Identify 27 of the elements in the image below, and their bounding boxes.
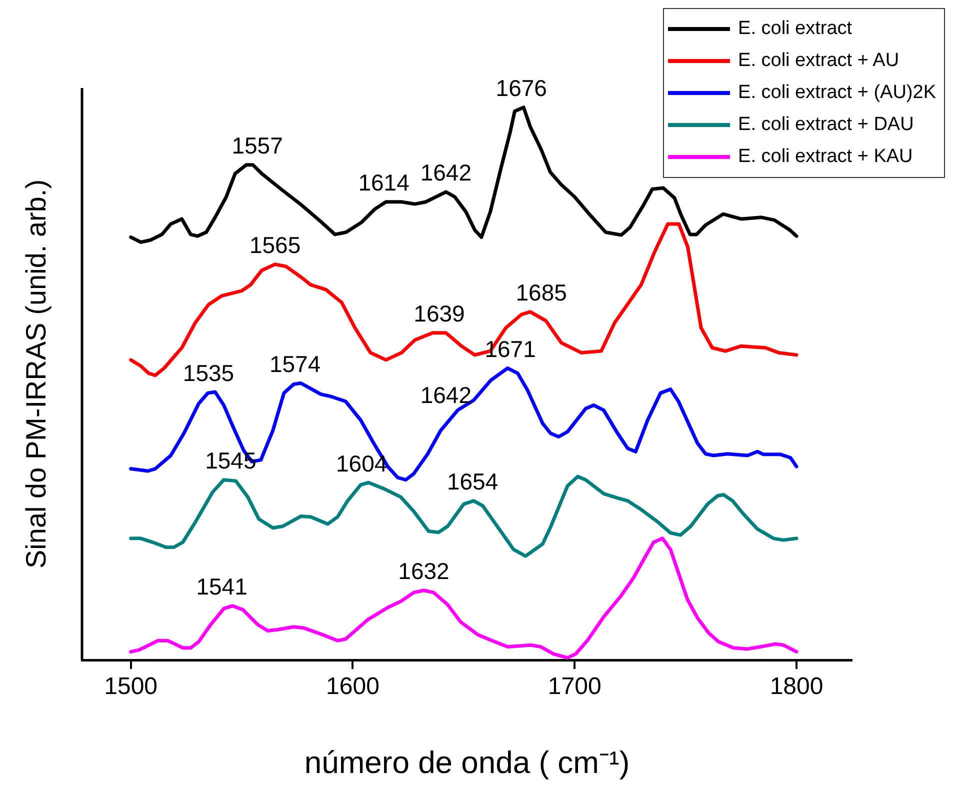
annotation: 1642 xyxy=(420,382,472,408)
annotation: 1574 xyxy=(269,350,321,377)
annotation: 1545 xyxy=(205,448,256,474)
annotation: 1557 xyxy=(232,132,283,159)
annotation: 1541 xyxy=(196,574,248,600)
annotation: 1685 xyxy=(516,280,567,306)
legend-label: E. coli extract xyxy=(738,18,852,40)
annotation: 1642 xyxy=(420,160,472,186)
legend-label: E. coli extract + KAU xyxy=(738,146,913,168)
annotation: 1604 xyxy=(336,450,388,476)
annotation: 1535 xyxy=(182,360,234,386)
x-tick-label: 1500 xyxy=(104,673,158,700)
legend-label: E. coli extract + (AU)2K xyxy=(738,82,936,104)
annotation: 1565 xyxy=(249,232,301,258)
annotation: 1671 xyxy=(484,336,536,362)
x-tick-label: 1700 xyxy=(548,673,602,700)
y-axis-title: Sinal do PM-IRRAS (unid. arb.) xyxy=(20,179,52,569)
legend-label: E. coli extract + AU xyxy=(738,50,900,72)
x-tick-label: 1600 xyxy=(326,673,380,700)
x-axis-title: número de onda ( cm⁻¹) xyxy=(304,744,630,780)
legend-label: E. coli extract + DAU xyxy=(738,114,914,136)
annotation: 1676 xyxy=(496,75,547,102)
annotation: 1614 xyxy=(358,170,410,196)
annotation: 1639 xyxy=(414,300,465,327)
x-tick-label: 1800 xyxy=(770,673,824,700)
annotation: 1632 xyxy=(398,558,450,584)
annotation: 1654 xyxy=(446,468,498,495)
